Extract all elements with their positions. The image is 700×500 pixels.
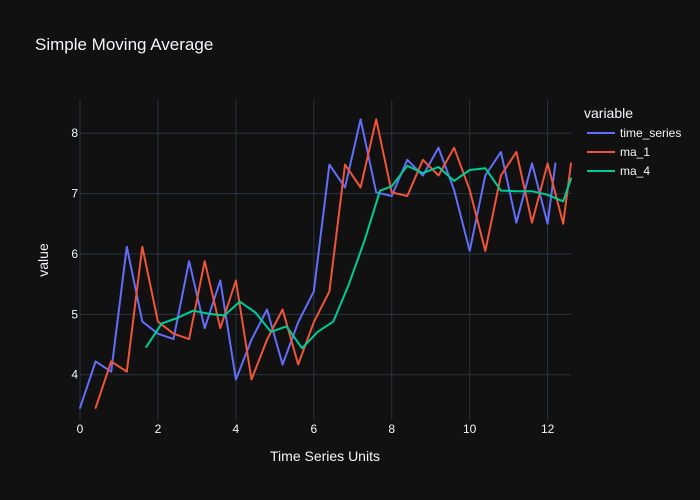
chart-title: Simple Moving Average xyxy=(35,35,213,54)
series-layer xyxy=(79,118,572,409)
x-tick-label: 6 xyxy=(310,422,317,436)
y-tick-label: 5 xyxy=(71,307,78,321)
x-tick-label: 0 xyxy=(77,422,84,436)
y-tick-label: 6 xyxy=(71,247,78,261)
series-line-time_series xyxy=(79,118,557,409)
y-tick-label: 4 xyxy=(71,368,78,382)
grid xyxy=(79,100,571,420)
x-tick-label: 12 xyxy=(541,422,555,436)
y-tick-label: 8 xyxy=(71,126,78,140)
legend-label-time_series: time_series xyxy=(620,126,681,140)
x-axis-title: Time Series Units xyxy=(270,448,380,464)
tick-labels: 0 2 4 6 8 10 12 4 5 6 7 8 xyxy=(71,126,554,436)
legend: variable time_series ma_1 ma_4 xyxy=(584,105,681,178)
x-tick-label: 4 xyxy=(233,422,240,436)
legend-label-ma_1: ma_1 xyxy=(620,145,650,159)
x-tick-label: 8 xyxy=(388,422,395,436)
y-axis-title: value xyxy=(35,243,51,277)
x-tick-label: 10 xyxy=(463,422,477,436)
legend-label-ma_4: ma_4 xyxy=(620,164,650,178)
legend-title: variable xyxy=(584,105,633,121)
x-tick-label: 2 xyxy=(155,422,162,436)
series-line-ma_4 xyxy=(145,164,572,350)
y-tick-label: 7 xyxy=(71,187,78,201)
